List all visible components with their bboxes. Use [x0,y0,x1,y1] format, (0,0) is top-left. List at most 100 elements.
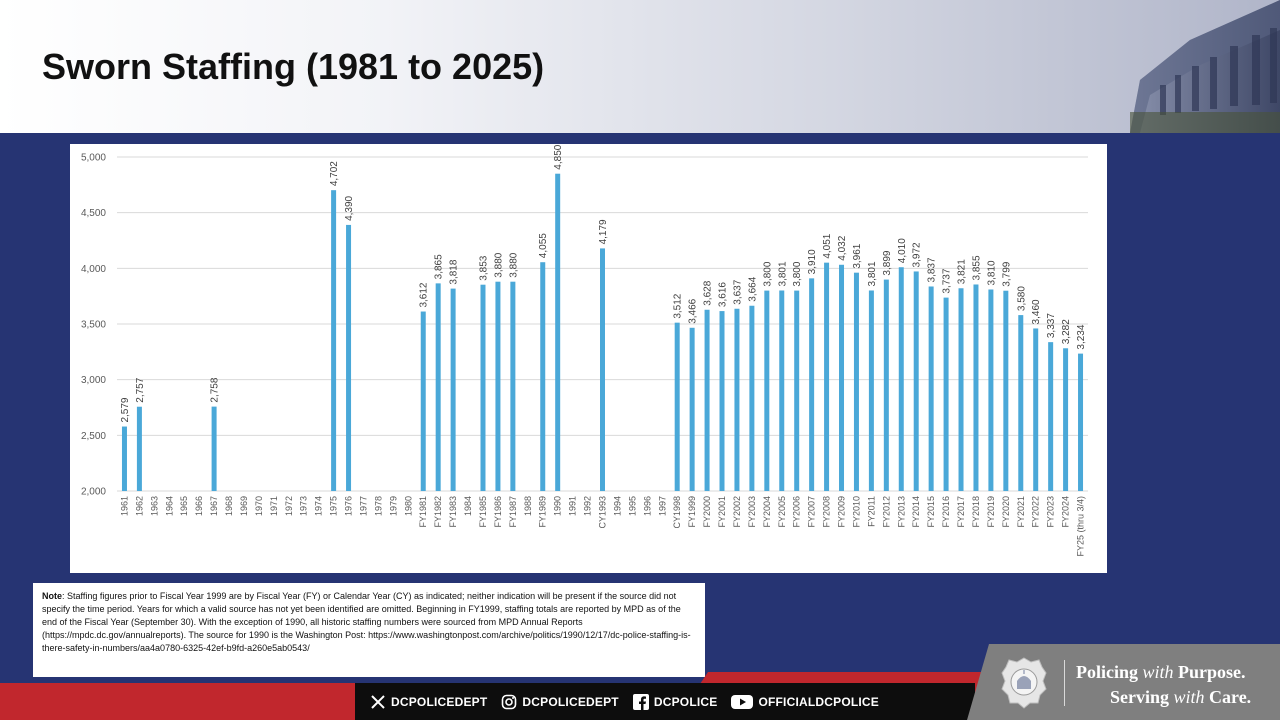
bar [540,262,546,491]
data-label: 4,179 [598,219,609,244]
social-x[interactable]: DCPOLICEDEPT [370,694,487,710]
x-tick-label: 1991 [568,496,578,516]
x-tick-label: 1996 [642,496,652,516]
bar [809,278,815,491]
bar [824,262,830,491]
data-label: 3,800 [762,261,773,286]
x-tick-label: FY2000 [702,496,712,528]
x-tick-label: 1972 [284,496,294,516]
bar [689,327,695,491]
x-tick-label: 1979 [388,496,398,516]
bar [839,264,845,491]
x-tick-label: 1965 [179,496,189,516]
data-label: 3,853 [478,255,489,280]
data-label: 3,810 [986,260,997,285]
data-label: 3,337 [1046,313,1057,338]
slogan-line-2: Serving with Care. [1076,685,1251,710]
data-label: 3,580 [1016,286,1027,311]
bar [510,281,516,491]
x-tick-label: 1995 [627,496,637,516]
x-tick-label: FY2005 [777,496,787,528]
x-tick-label: FY2014 [911,496,921,528]
x-tick-label: FY25 (thru 3/4) [1076,496,1086,557]
social-x-label: DCPOLICEDEPT [391,694,488,709]
data-label: 4,390 [344,195,355,220]
x-tick-label: FY2018 [971,496,981,528]
x-tick-label: 1980 [403,496,413,516]
bar [764,290,770,491]
data-label: 3,737 [942,268,953,293]
x-tick-label: 1976 [344,496,354,516]
youtube-icon [731,694,754,710]
data-label: 4,051 [822,233,833,258]
social-youtube[interactable]: OFFICIALDCPOLICE [731,694,879,710]
x-tick-label: FY2009 [837,496,847,528]
bar [973,284,979,491]
bar [1003,290,1009,491]
data-label: 3,972 [912,242,923,267]
data-label: 3,801 [777,261,788,286]
x-tick-label: FY2022 [1031,496,1041,528]
y-tick-label: 4,000 [81,264,106,275]
data-label: 2,757 [135,377,146,402]
x-tick-label: 1962 [134,496,144,516]
data-label: 4,010 [897,238,908,263]
x-tick-label: FY2017 [956,496,966,528]
bar [749,305,755,491]
data-label: 3,880 [508,252,519,277]
x-tick-label: 1988 [523,496,533,516]
data-label: 3,821 [957,259,968,284]
x-tick-label: FY2011 [866,496,876,527]
bar [719,311,725,491]
x-tick-label: FY2020 [1001,496,1011,528]
x-tick-label: 1990 [553,496,563,516]
x-tick-label: FY1986 [493,496,503,528]
x-tick-label: CY1993 [598,496,608,529]
data-label: 3,612 [419,282,430,307]
note-box: Note: Staffing figures prior to Fiscal Y… [33,583,705,677]
data-label: 3,855 [971,255,982,280]
x-tick-label: 1978 [373,496,383,516]
bar [1033,328,1039,491]
data-label: 2,758 [210,377,221,402]
bar [734,308,740,491]
data-label: 4,702 [329,161,340,186]
bar [794,290,800,491]
x-tick-label: 1964 [164,496,174,516]
bar [1018,315,1024,491]
x-tick-label: 1973 [299,496,309,516]
data-label: 3,910 [807,249,818,274]
bar [943,297,949,491]
bar [1048,342,1054,491]
social-youtube-label: OFFICIALDCPOLICE [758,694,879,709]
bar [883,279,889,491]
x-tick-label: 1968 [224,496,234,516]
bar [480,284,486,491]
x-tick-label: 1970 [254,496,264,516]
police-badge-icon [1001,657,1047,709]
bar [420,311,426,491]
x-tick-label: 1992 [583,496,593,516]
bar [704,309,710,491]
x-tick-label: FY2006 [792,496,802,528]
bar [988,289,994,491]
x-tick-label: FY2023 [1046,496,1056,528]
data-label: 3,616 [718,282,729,307]
x-tick-label: FY2001 [717,496,727,528]
data-label: 4,055 [538,233,549,258]
y-tick-label: 5,000 [81,153,106,164]
slogan-line2-c: Care. [1204,687,1252,707]
x-tick-label: 1997 [657,496,667,516]
bar [121,426,127,491]
social-instagram[interactable]: DCPOLICEDEPT [501,694,619,710]
social-facebook[interactable]: DCPOLICE [632,693,718,710]
data-label: 3,799 [1001,261,1012,286]
x-icon [370,694,386,710]
bar [958,288,964,491]
data-label: 3,880 [493,252,504,277]
x-tick-label: FY2015 [926,496,936,528]
data-label: 3,234 [1076,324,1087,349]
bar [1063,348,1069,491]
note-label: Note [42,591,62,601]
slide-header: Sworn Staffing (1981 to 2025) [0,0,1280,133]
